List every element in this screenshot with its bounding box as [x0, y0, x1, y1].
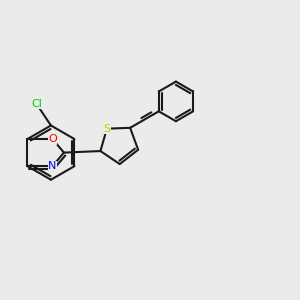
Text: Cl: Cl — [31, 99, 42, 109]
Text: N: N — [48, 161, 57, 171]
Text: O: O — [48, 134, 57, 144]
Text: S: S — [103, 124, 110, 134]
